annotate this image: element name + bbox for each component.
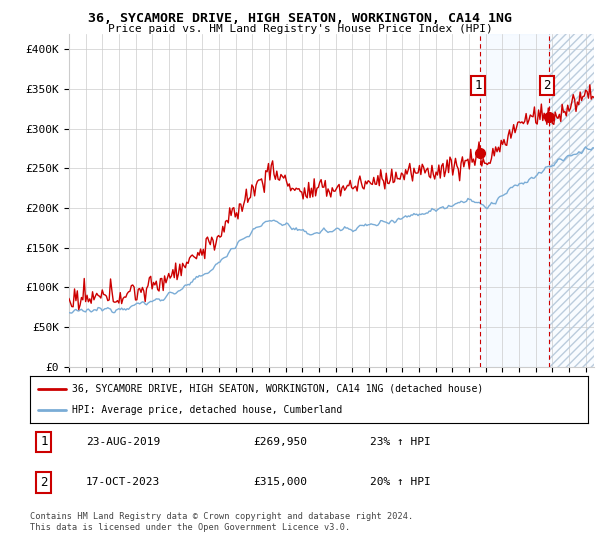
Text: 1: 1 (475, 78, 482, 92)
Text: Contains HM Land Registry data © Crown copyright and database right 2024.
This d: Contains HM Land Registry data © Crown c… (30, 512, 413, 532)
Text: 17-OCT-2023: 17-OCT-2023 (86, 478, 160, 487)
Text: 36, SYCAMORE DRIVE, HIGH SEATON, WORKINGTON, CA14 1NG (detached house): 36, SYCAMORE DRIVE, HIGH SEATON, WORKING… (72, 384, 483, 394)
Bar (549, 34, 594, 367)
Text: HPI: Average price, detached house, Cumberland: HPI: Average price, detached house, Cumb… (72, 405, 342, 416)
Text: 2: 2 (40, 476, 48, 489)
Text: Price paid vs. HM Land Registry's House Price Index (HPI): Price paid vs. HM Land Registry's House … (107, 24, 493, 34)
Text: 23-AUG-2019: 23-AUG-2019 (86, 437, 160, 447)
Text: 1: 1 (40, 435, 48, 449)
Text: £315,000: £315,000 (253, 478, 307, 487)
Bar (549, 34, 594, 367)
Text: 23% ↑ HPI: 23% ↑ HPI (370, 437, 431, 447)
Text: 20% ↑ HPI: 20% ↑ HPI (370, 478, 431, 487)
Text: 2: 2 (544, 78, 551, 92)
Text: 36, SYCAMORE DRIVE, HIGH SEATON, WORKINGTON, CA14 1NG: 36, SYCAMORE DRIVE, HIGH SEATON, WORKING… (88, 12, 512, 25)
Bar (480, 34, 549, 367)
Text: £269,950: £269,950 (253, 437, 307, 447)
